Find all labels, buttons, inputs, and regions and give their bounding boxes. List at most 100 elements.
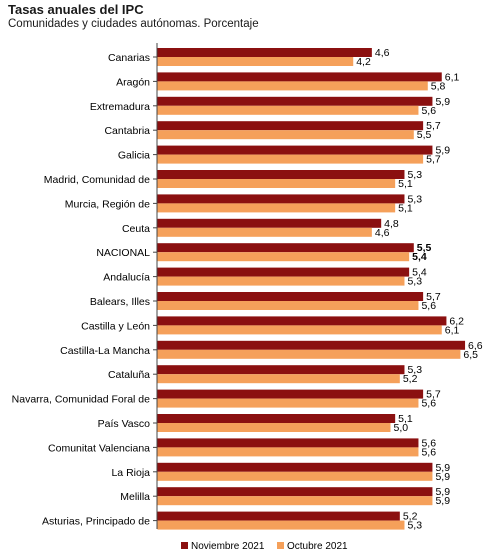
data-label: 6,1 bbox=[445, 324, 460, 336]
category-label: Castilla-La Mancha bbox=[60, 345, 150, 357]
category-label: Cataluña bbox=[108, 369, 150, 381]
legend-swatch bbox=[181, 542, 188, 549]
data-label: 5,3 bbox=[407, 364, 422, 376]
data-label: 5,9 bbox=[435, 486, 450, 498]
data-label: 5,0 bbox=[394, 422, 409, 434]
category-label: Extremadura bbox=[90, 101, 150, 113]
data-label: 5,9 bbox=[435, 471, 450, 483]
data-label: 5,5 bbox=[417, 242, 432, 254]
bar-octubre bbox=[157, 471, 433, 481]
data-label: 5,3 bbox=[407, 520, 422, 532]
category-label: País Vasco bbox=[98, 418, 150, 430]
bar-octubre bbox=[157, 81, 428, 91]
bar-noviembre bbox=[157, 72, 442, 82]
bar-noviembre bbox=[157, 218, 382, 228]
data-label: 4,8 bbox=[384, 218, 399, 230]
data-label: 5,6 bbox=[421, 446, 436, 458]
bar-octubre bbox=[157, 520, 405, 530]
bar-noviembre bbox=[157, 438, 419, 448]
category-label: Ceuta bbox=[122, 223, 150, 235]
bar-octubre bbox=[157, 57, 354, 66]
bar-noviembre bbox=[157, 414, 396, 423]
category-label: Andalucía bbox=[103, 272, 150, 284]
chart-title: Tasas anuales del IPC bbox=[8, 2, 144, 17]
data-label: 5,7 bbox=[426, 389, 441, 401]
bar-noviembre bbox=[157, 487, 433, 497]
category-label: Asturias, Principado de bbox=[42, 516, 150, 528]
data-label: 4,6 bbox=[375, 47, 390, 59]
bar-octubre bbox=[157, 301, 419, 310]
bar-octubre bbox=[157, 398, 419, 408]
category-label: Melilla bbox=[120, 491, 150, 503]
bar-octubre bbox=[157, 349, 461, 359]
category-label: Madrid, Comunidad de bbox=[44, 174, 150, 186]
bar-octubre bbox=[157, 325, 442, 335]
data-label: 5,7 bbox=[426, 120, 441, 132]
bar-octubre bbox=[157, 276, 405, 286]
data-label: 5,6 bbox=[421, 300, 436, 312]
data-label: 5,7 bbox=[426, 291, 441, 303]
bar-noviembre bbox=[157, 48, 372, 57]
legend-label: Noviembre 2021 bbox=[191, 541, 265, 552]
data-label: 6,6 bbox=[468, 340, 483, 352]
bar-noviembre bbox=[157, 511, 400, 521]
data-label: 5,9 bbox=[435, 96, 450, 108]
chart-subtitle: Comunidades y ciudades autónomas. Porcen… bbox=[8, 18, 259, 30]
data-label: 5,4 bbox=[412, 267, 427, 279]
data-label: 6,2 bbox=[449, 315, 464, 327]
bar-octubre bbox=[157, 203, 396, 213]
category-label: Murcia, Región de bbox=[65, 198, 150, 210]
bar-noviembre bbox=[157, 145, 433, 155]
data-label: 5,1 bbox=[398, 413, 413, 425]
data-label: 5,2 bbox=[403, 511, 418, 523]
data-label: 5,6 bbox=[421, 105, 436, 117]
data-label: 5,3 bbox=[407, 193, 422, 205]
category-label: Canarias bbox=[108, 52, 150, 64]
bar-noviembre bbox=[157, 170, 405, 179]
bar-octubre bbox=[157, 447, 419, 457]
bar-noviembre bbox=[157, 292, 424, 301]
data-label: 4,2 bbox=[356, 56, 371, 68]
data-label: 4,6 bbox=[375, 227, 390, 239]
category-label: Castilla y León bbox=[81, 320, 150, 332]
bar-noviembre bbox=[157, 316, 447, 326]
data-label: 5,8 bbox=[431, 80, 446, 92]
bar-octubre bbox=[157, 252, 410, 262]
data-label: 5,3 bbox=[407, 169, 422, 181]
bar-octubre bbox=[157, 154, 424, 164]
data-label: 5,1 bbox=[398, 202, 413, 214]
bar-noviembre bbox=[157, 462, 433, 472]
data-label: 5,7 bbox=[426, 154, 441, 166]
bar-octubre bbox=[157, 179, 396, 188]
bar-noviembre bbox=[157, 389, 424, 399]
data-label: 5,4 bbox=[412, 251, 427, 263]
bar-octubre bbox=[157, 423, 391, 432]
data-label: 5,1 bbox=[398, 178, 413, 190]
data-label: 6,5 bbox=[463, 349, 478, 361]
bar-noviembre bbox=[157, 365, 405, 375]
data-label: 5,6 bbox=[421, 398, 436, 410]
bar-octubre bbox=[157, 105, 419, 115]
bar-noviembre bbox=[157, 96, 433, 106]
data-label: 5,2 bbox=[403, 373, 418, 385]
category-label: NACIONAL bbox=[96, 247, 150, 259]
bar-octubre bbox=[157, 374, 400, 384]
category-label: Comunitat Valenciana bbox=[48, 442, 150, 454]
bar-noviembre bbox=[157, 267, 410, 277]
data-label: 5,9 bbox=[435, 462, 450, 474]
bar-noviembre bbox=[157, 340, 466, 350]
bar-octubre bbox=[157, 227, 372, 237]
bar-octubre bbox=[157, 130, 414, 140]
data-label: 6,1 bbox=[445, 71, 460, 83]
data-label: 5,5 bbox=[417, 129, 432, 141]
category-label: Galicia bbox=[118, 150, 150, 162]
bar-noviembre bbox=[157, 194, 405, 204]
legend-label: Octubre 2021 bbox=[287, 541, 348, 552]
category-label: Aragón bbox=[116, 76, 150, 88]
bar-octubre bbox=[157, 496, 433, 506]
legend-swatch bbox=[277, 542, 284, 549]
data-label: 5,9 bbox=[435, 145, 450, 157]
bar-noviembre bbox=[157, 243, 414, 253]
data-label: 5,6 bbox=[421, 437, 436, 449]
